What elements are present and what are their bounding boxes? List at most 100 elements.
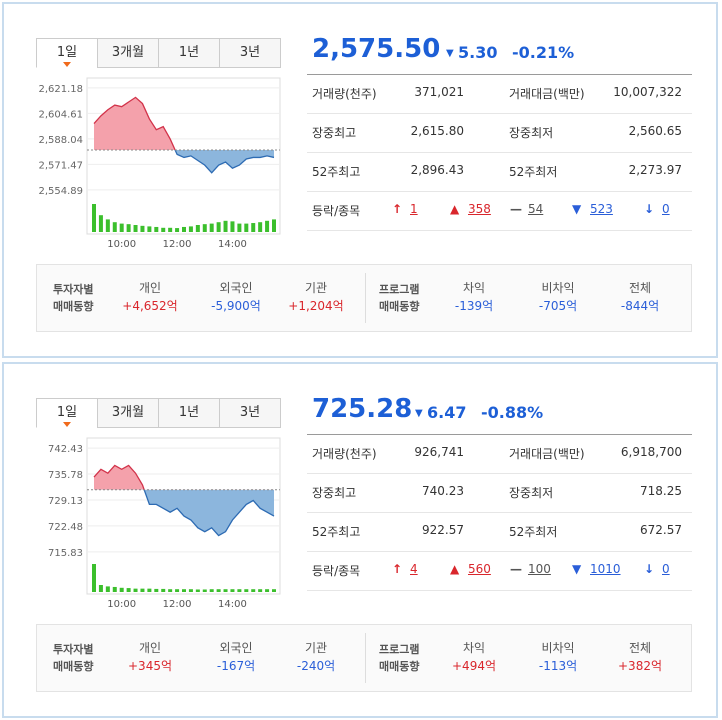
stat-label: 52주최저 bbox=[509, 165, 558, 179]
volume-bar bbox=[140, 588, 145, 592]
breadth-symbol: ↓ bbox=[644, 562, 655, 576]
y-tick-label: 2,571.47 bbox=[38, 160, 83, 171]
area-down bbox=[144, 489, 274, 536]
price-line-up bbox=[93, 96, 176, 151]
stat-value: 2,560.65 bbox=[628, 124, 682, 138]
flow-value: -167억 bbox=[216, 659, 256, 673]
flow-name: 비차익 bbox=[541, 281, 575, 295]
period-tab[interactable]: 1년 bbox=[158, 38, 220, 68]
volume-bar bbox=[161, 227, 166, 232]
flow-value: +4,652억 bbox=[122, 299, 178, 313]
change: 5.30 bbox=[458, 43, 498, 62]
breadth-count[interactable]: 0 bbox=[662, 562, 670, 576]
volume-bar bbox=[272, 219, 276, 232]
area-down bbox=[94, 150, 274, 173]
volume-bar bbox=[161, 588, 166, 592]
stat-label: 52주최고 bbox=[312, 165, 361, 179]
flow-name: 전체 bbox=[628, 641, 652, 655]
volume-bar bbox=[265, 220, 270, 232]
stat-value: 2,273.97 bbox=[628, 163, 682, 177]
stat-label: 52주최고 bbox=[312, 525, 361, 539]
index-price: 725.28 bbox=[312, 394, 413, 424]
flow-name: 외국인 bbox=[219, 641, 253, 655]
x-tick-label: 10:00 bbox=[107, 599, 136, 610]
breadth-count[interactable]: 100 bbox=[528, 562, 551, 576]
volume-bar bbox=[154, 588, 159, 592]
flow-name: 차익 bbox=[462, 281, 486, 295]
breadth-count[interactable]: 4 bbox=[410, 562, 418, 576]
flow-label: 프로그램 bbox=[379, 643, 420, 656]
y-tick-label: 715.83 bbox=[48, 548, 83, 559]
flow-box: 투자자별 매매동향 프로그램 매매동향 개인 +4,652억 외국인 -5,900억 기관 +1,… bbox=[36, 264, 692, 332]
breadth-count[interactable]: 1 bbox=[410, 202, 418, 216]
flow-name: 외국인 bbox=[219, 281, 253, 295]
breadth-symbol: — bbox=[510, 202, 522, 216]
breadth-symbol: ↑ bbox=[392, 562, 403, 576]
flow-value: +345억 bbox=[128, 659, 172, 673]
change-pct: -0.21% bbox=[512, 43, 575, 62]
volume-bar bbox=[272, 589, 276, 592]
flow-name: 기관 bbox=[304, 641, 328, 655]
volume-bar bbox=[188, 226, 193, 232]
breadth-count[interactable]: 54 bbox=[528, 202, 544, 216]
volume-bar bbox=[202, 589, 207, 592]
flow-name: 전체 bbox=[628, 281, 652, 295]
breadth-count[interactable]: 358 bbox=[468, 202, 491, 216]
volume-bar bbox=[251, 589, 256, 592]
volume-bar bbox=[133, 588, 138, 592]
tab-indicator bbox=[63, 422, 71, 427]
volume-bar bbox=[182, 589, 186, 592]
breadth-label: 등락/종목 bbox=[312, 204, 361, 218]
period-tab[interactable]: 3년 bbox=[219, 398, 281, 428]
flow-divider bbox=[365, 633, 366, 683]
volume-bar bbox=[126, 224, 131, 232]
flow-name: 비차익 bbox=[541, 641, 575, 655]
volume-bar bbox=[244, 223, 249, 232]
volume-bar bbox=[126, 588, 131, 592]
x-tick-label: 14:00 bbox=[218, 599, 247, 610]
breadth-count[interactable]: 1010 bbox=[590, 562, 621, 576]
breadth-symbol: ▲ bbox=[450, 202, 460, 216]
volume-bar bbox=[230, 221, 235, 232]
row-rule bbox=[307, 473, 692, 474]
volume-bar bbox=[237, 589, 242, 592]
breadth-count[interactable]: 523 bbox=[590, 202, 613, 216]
breadth-symbol: — bbox=[510, 562, 522, 576]
y-tick-label: 735.78 bbox=[48, 470, 83, 481]
volume-bar bbox=[168, 589, 173, 592]
flow-label: 프로그램 bbox=[379, 283, 420, 296]
flow-value: -240억 bbox=[296, 659, 336, 673]
volume-bar bbox=[112, 586, 117, 592]
volume-bar bbox=[223, 589, 228, 592]
y-tick-label: 722.48 bbox=[48, 522, 83, 533]
stat-label: 거래량(천주) bbox=[312, 87, 377, 101]
volume-bar bbox=[230, 589, 235, 592]
flow-label: 매매동향 bbox=[53, 660, 94, 673]
flow-name: 차익 bbox=[462, 641, 486, 655]
period-tab[interactable]: 3개월 bbox=[97, 398, 159, 428]
breadth-label: 등락/종목 bbox=[312, 564, 361, 578]
breadth-symbol: ▲ bbox=[450, 562, 460, 576]
index-price: 2,575.50 bbox=[312, 34, 441, 64]
stat-value: 672.57 bbox=[640, 523, 682, 537]
breadth-count[interactable]: 560 bbox=[468, 562, 491, 576]
table-bottom-rule bbox=[307, 590, 692, 591]
period-tab[interactable]: 1년 bbox=[158, 398, 220, 428]
y-tick-label: 742.43 bbox=[48, 444, 83, 455]
breadth-count[interactable]: 0 bbox=[662, 202, 670, 216]
flow-divider bbox=[365, 273, 366, 323]
x-tick-label: 12:00 bbox=[163, 599, 192, 610]
volume-bar bbox=[258, 589, 263, 592]
flow-label: 투자자별 bbox=[53, 283, 94, 296]
volume-bar bbox=[92, 564, 96, 592]
period-tab[interactable]: 3년 bbox=[219, 38, 281, 68]
change-symbol: ▼ bbox=[446, 48, 454, 59]
volume-bar bbox=[202, 224, 207, 232]
stat-label: 장중최저 bbox=[509, 126, 554, 140]
flow-box: 투자자별 매매동향 프로그램 매매동향 개인 +345억 외국인 -167억 기관 -240억 차익… bbox=[36, 624, 692, 692]
y-tick-label: 729.13 bbox=[48, 496, 83, 507]
stat-value: 926,741 bbox=[414, 445, 464, 459]
change: 6.47 bbox=[427, 403, 467, 422]
period-tab[interactable]: 3개월 bbox=[97, 38, 159, 68]
